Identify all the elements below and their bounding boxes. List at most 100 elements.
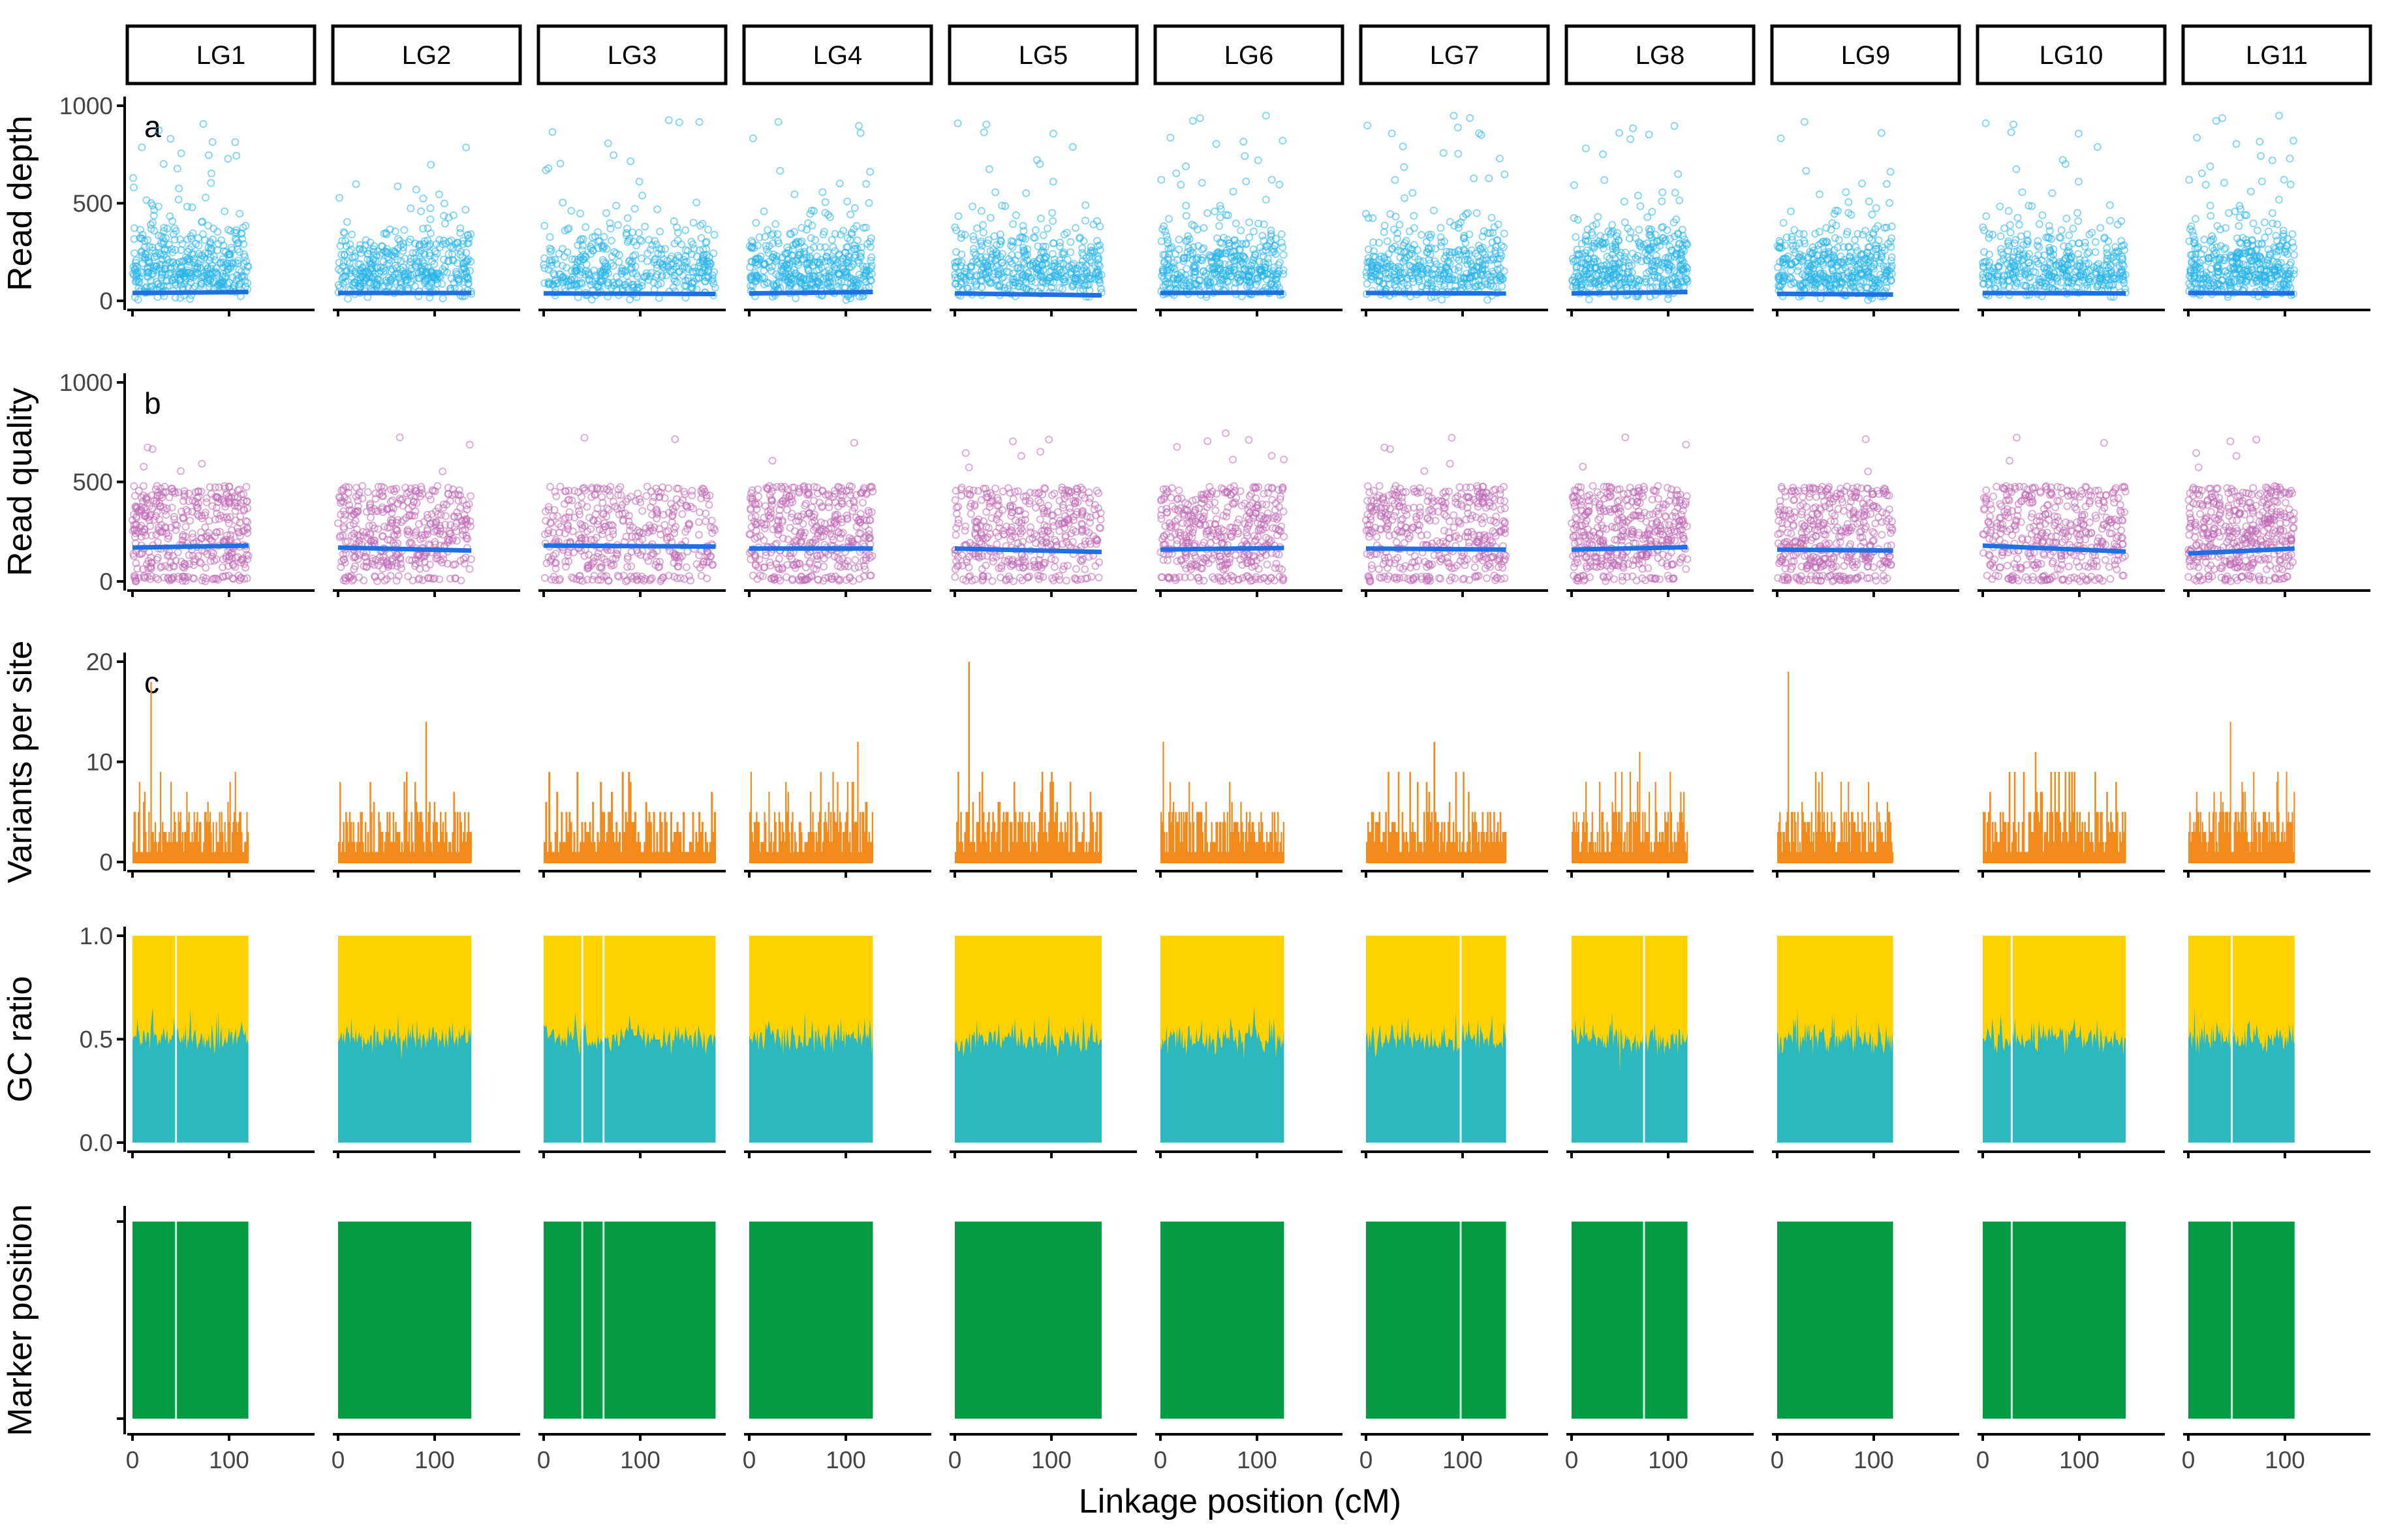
data-point [607,236,615,245]
facet-strip-label: LG11 [2246,41,2308,70]
data-point [1787,207,1795,215]
data-point [559,198,567,207]
data-point [1212,140,1220,148]
data-point [1850,236,1859,244]
data-point [979,221,987,229]
scatter-points [334,144,476,303]
data-point [454,275,463,283]
data-point [1072,224,1080,232]
data-point [846,210,855,219]
data-point [1245,218,1254,226]
data-point [1777,134,1785,142]
data-point [211,256,219,264]
data-point [1574,215,1582,224]
data-point [1275,180,1284,189]
data-point [339,228,348,236]
data-point [417,207,426,215]
data-point [162,234,170,242]
trend-line [1365,290,1506,296]
data-point [2096,224,2105,232]
data-point [187,243,196,251]
data-point [2023,230,2031,239]
data-point [2280,176,2288,184]
data-point [360,267,369,275]
facet-lg2-a [333,144,520,316]
data-point [463,257,471,266]
data-point [458,253,467,261]
data-point [397,257,405,266]
data-point [232,226,240,234]
data-point [764,226,772,234]
data-point [426,252,434,260]
data-point [205,279,213,288]
data-point [198,459,206,468]
data-point [204,277,212,286]
data-point [2268,156,2276,164]
data-point [2091,248,2100,256]
data-point [400,226,409,234]
data-point [1215,222,1223,230]
data-point [394,235,402,243]
data-point [749,134,757,142]
data-point [155,249,163,258]
data-point [243,279,252,287]
data-point [1198,179,1206,187]
data-point [1865,197,1873,206]
data-point [150,226,159,235]
data-point [238,271,247,280]
data-point [1483,296,1491,304]
data-point [2192,215,2200,223]
data-point [445,238,454,246]
data-point [459,239,467,248]
facet-strip-lg4: LG4 [742,24,933,85]
data-point [188,250,196,258]
data-point [401,273,410,281]
data-point [1386,210,1395,218]
data-point [689,219,698,227]
y-axis-title: Read depth [1,116,39,291]
data-point [2258,177,2266,185]
data-point [438,280,446,288]
data-point [773,230,782,238]
data-point [224,155,232,163]
data-point [335,265,343,273]
data-point [420,251,429,259]
data-point [133,262,141,271]
data-point [548,128,557,136]
data-point [241,222,250,230]
data-point [1470,174,1478,183]
data-point [2074,217,2083,225]
data-point [427,161,435,169]
data-point [1466,114,1474,122]
data-point [2062,214,2071,223]
data-point [1183,264,1191,273]
data-point [1363,121,1372,130]
data-point [623,214,632,223]
data-point [1279,251,1288,259]
trend-line [954,291,1102,298]
data-point [2093,143,2102,151]
data-point [137,248,146,256]
data-point [370,242,379,251]
data-point [604,139,612,147]
data-point [843,197,852,206]
data-point [1842,188,1850,196]
facet-strip-box [1359,24,1550,85]
data-point [454,239,462,247]
data-point [656,227,664,236]
data-point [441,219,449,228]
data-point [207,179,215,187]
data-point [697,234,706,242]
data-point [630,204,639,213]
data-point [162,254,170,262]
data-point [2185,176,2194,184]
data-point [2069,224,2077,233]
data-point [1472,209,1481,217]
data-point [440,211,448,220]
data-point [850,204,859,212]
data-point [364,249,373,258]
data-point [1572,233,1580,241]
data-point [174,195,183,204]
